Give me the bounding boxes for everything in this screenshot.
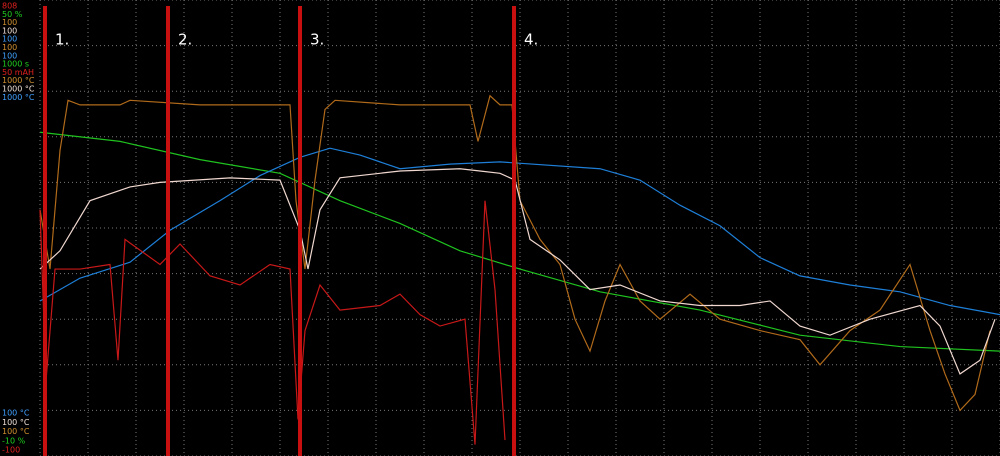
scale-label: -10 % <box>2 436 26 445</box>
marker-label: 3. <box>310 31 324 49</box>
scale-label: 100 <box>2 43 17 52</box>
scale-label: 100 <box>2 35 17 44</box>
series-line <box>39 168 996 375</box>
scale-label: 1000 °C <box>2 93 35 102</box>
marker-label: 4. <box>524 31 538 49</box>
marker-label: 1. <box>55 31 69 49</box>
series-line <box>39 94 991 412</box>
scale-label: 100 °C <box>2 418 30 427</box>
marker-label: 2. <box>178 31 192 49</box>
scale-label: 50 % <box>2 10 23 19</box>
scale-label: 100 °C <box>2 427 30 436</box>
series-line <box>39 147 1000 316</box>
series-line <box>39 131 1000 352</box>
scale-label: 100 °C <box>2 409 30 418</box>
scale-label: 50 mAH <box>2 68 34 77</box>
scale-label: 100 <box>2 26 17 35</box>
series-line <box>39 200 506 445</box>
scale-label: 1000 °C <box>2 76 35 85</box>
scale-label: 1000 °C <box>2 85 35 94</box>
scale-label: 808 <box>2 2 17 11</box>
scale-label: 1000 s <box>2 60 29 69</box>
scale-label: -100 <box>2 446 20 455</box>
scale-label: 100 <box>2 18 17 27</box>
scale-label: 100 <box>2 51 17 60</box>
